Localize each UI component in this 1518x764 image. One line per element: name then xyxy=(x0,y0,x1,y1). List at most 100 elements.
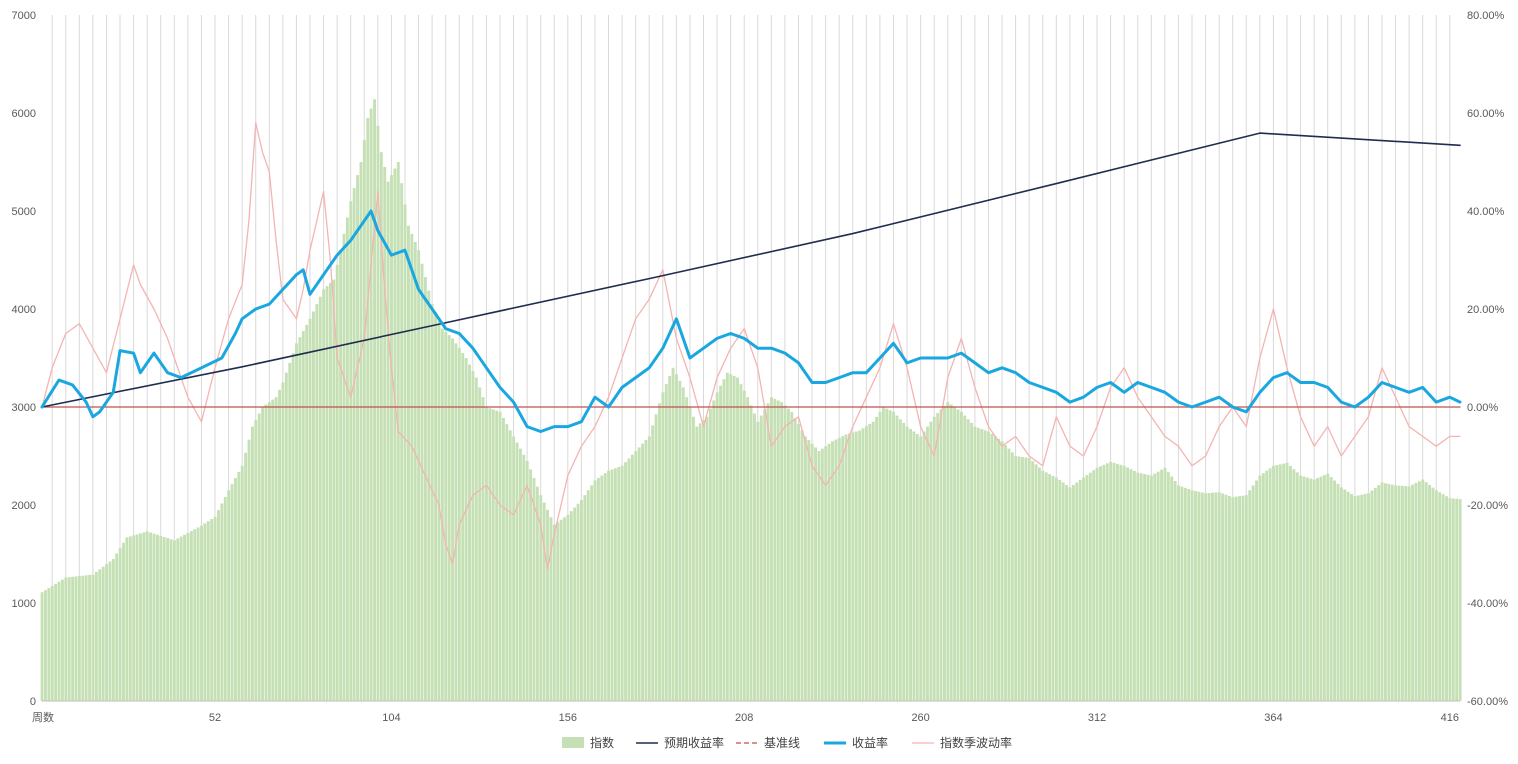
index-bar xyxy=(237,471,241,701)
index-bar xyxy=(1129,469,1133,701)
index-bar xyxy=(308,318,312,701)
index-bar xyxy=(756,421,760,701)
index-bar xyxy=(1227,495,1231,701)
index-bar xyxy=(98,569,102,701)
index-bar xyxy=(1316,478,1320,701)
index-bar xyxy=(162,536,166,701)
index-bar xyxy=(800,430,804,701)
index-bar xyxy=(654,414,658,701)
series-line xyxy=(40,209,1462,433)
index-bar xyxy=(261,407,265,701)
index-bar xyxy=(247,439,251,701)
index-bar xyxy=(349,201,353,701)
index-bar xyxy=(1407,486,1411,701)
index-bar xyxy=(512,436,516,701)
index-bar xyxy=(875,416,879,701)
index-bar xyxy=(1088,472,1092,701)
index-bar xyxy=(498,411,502,701)
index-bar xyxy=(423,277,427,701)
index-bar xyxy=(831,441,834,701)
x-axis-title: 周数 xyxy=(32,711,54,724)
index-bar xyxy=(1455,498,1459,701)
index-bar xyxy=(610,469,614,701)
index-bar xyxy=(1122,465,1126,701)
index-bar xyxy=(1346,491,1350,701)
index-bar xyxy=(1302,476,1306,701)
index-bar xyxy=(546,509,549,701)
index-bar xyxy=(1275,465,1279,701)
index-bar xyxy=(634,451,638,701)
index-bar xyxy=(1333,480,1337,701)
index-bar xyxy=(1116,463,1119,701)
index-bar xyxy=(1075,482,1079,701)
index-bar xyxy=(1051,475,1055,701)
index-bar xyxy=(54,583,58,701)
index-bar xyxy=(1166,472,1170,701)
index-bar xyxy=(464,358,468,701)
index-bar xyxy=(1367,493,1370,701)
index-bar xyxy=(250,426,254,701)
index-bar xyxy=(64,577,68,701)
index-bar xyxy=(1204,493,1208,701)
index-bar xyxy=(627,458,631,701)
index-bar xyxy=(1102,464,1106,701)
index-bar xyxy=(858,430,862,701)
index-bar xyxy=(1268,468,1272,701)
x-axis-tick-label: 312 xyxy=(1088,712,1106,724)
index-bar xyxy=(1027,457,1031,701)
index-bar xyxy=(868,423,872,701)
index-bar xyxy=(630,454,634,701)
index-bar xyxy=(644,440,648,701)
legend-item: 预期收益率 xyxy=(636,735,724,750)
index-bar xyxy=(736,377,739,701)
index-bar xyxy=(780,402,784,701)
index-bar xyxy=(678,380,682,701)
index-bar xyxy=(430,304,434,701)
index-bar xyxy=(1458,499,1462,701)
index-bar xyxy=(301,331,305,701)
index-bar xyxy=(1095,467,1099,701)
index-bar xyxy=(502,418,505,701)
index-bar xyxy=(305,324,309,701)
index-bar xyxy=(1085,475,1089,701)
index-bar xyxy=(189,531,193,701)
index-bar xyxy=(1004,444,1007,701)
index-bar xyxy=(729,374,733,701)
index-bar xyxy=(1170,476,1174,701)
index-bar xyxy=(217,510,220,701)
index-bar xyxy=(909,429,912,701)
legend-label: 预期收益率 xyxy=(664,735,724,750)
index-bar xyxy=(668,375,672,701)
index-bar xyxy=(390,175,393,701)
index-bar xyxy=(1434,490,1438,701)
index-bar xyxy=(376,125,380,702)
legend-item: 基准线 xyxy=(736,736,800,750)
right-axis-tick-label: -40.00% xyxy=(1467,598,1508,610)
index-bar xyxy=(1238,496,1242,701)
index-bar xyxy=(508,430,512,701)
index-bar xyxy=(295,343,298,701)
index-bar xyxy=(878,411,882,701)
index-bar xyxy=(576,503,580,701)
index-bar xyxy=(386,181,390,702)
index-bar xyxy=(315,304,319,701)
index-bar xyxy=(342,233,346,701)
index-bar xyxy=(688,407,692,701)
index-bar xyxy=(759,415,763,701)
index-bar xyxy=(1244,495,1248,701)
index-bar xyxy=(1112,462,1116,701)
index-bar xyxy=(1448,498,1452,701)
index-bar xyxy=(753,413,756,701)
index-bar xyxy=(807,440,811,701)
index-bar xyxy=(1061,482,1065,701)
index-bar xyxy=(1360,494,1364,701)
index-bar xyxy=(471,371,475,701)
index-bar xyxy=(919,436,923,701)
index-bar xyxy=(413,242,417,701)
index-bar xyxy=(145,531,149,701)
index-bar xyxy=(797,424,801,701)
index-bar xyxy=(61,579,64,701)
left-axis-tick-label: 2000 xyxy=(12,500,36,512)
legend: 指数 预期收益率 基准线 收益率 指数季波动率 xyxy=(562,735,1012,750)
axes: 0 1000 2000 3000 4000 5000 6000 7000 -60.00% -40.… xyxy=(12,10,1509,724)
